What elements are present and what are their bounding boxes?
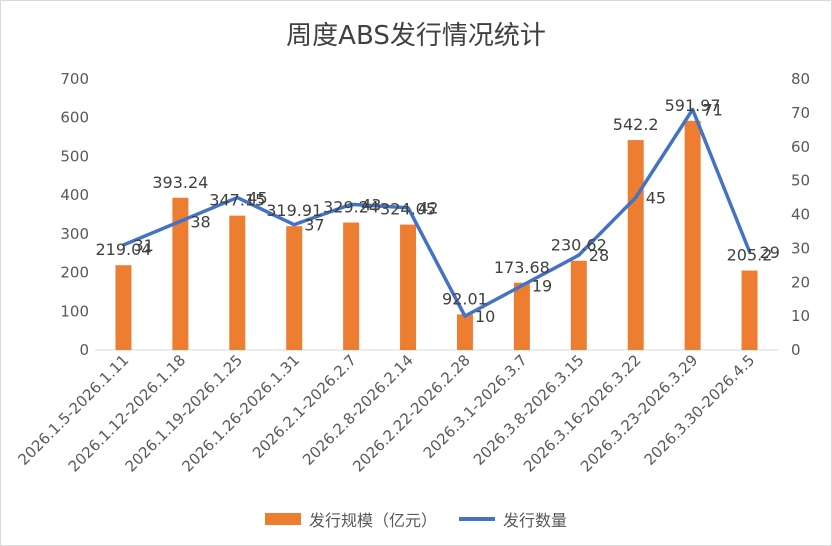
- line-point: [292, 223, 296, 227]
- line-data-label: 71: [703, 100, 723, 119]
- bar: [343, 222, 360, 350]
- y-right-tick-label: 0: [791, 341, 801, 359]
- line-data-label: 29: [760, 243, 780, 262]
- y-left-tick-label: 400: [60, 186, 89, 204]
- line-data-label: 38: [190, 212, 210, 231]
- bar-data-label: 319.91: [266, 201, 322, 220]
- y-right-tick-label: 60: [791, 138, 810, 156]
- bar: [684, 120, 701, 350]
- y-right-tick-label: 80: [791, 70, 810, 88]
- line-data-label: 45: [247, 189, 267, 208]
- y-left-tick-label: 500: [60, 147, 89, 165]
- legend-item-bar: 发行规模（亿元）: [264, 507, 437, 531]
- x-tick-label: 2026.3.30-2026.4.5: [641, 351, 759, 469]
- x-tick-label: 2026.2.1-2026.2.7: [249, 351, 360, 462]
- bar: [172, 197, 189, 350]
- line-data-label: 28: [589, 246, 609, 265]
- legend-swatch-bar: [264, 513, 301, 525]
- y-right-tick-label: 10: [791, 307, 810, 325]
- y-left-tick-label: 600: [60, 109, 89, 127]
- line-point: [121, 243, 125, 247]
- bar-data-label: 591.97: [665, 96, 721, 115]
- bar: [115, 265, 132, 350]
- bar: [400, 224, 417, 350]
- bar-data-label: 542.2: [613, 115, 659, 134]
- legend-item-line: 发行数量: [459, 507, 567, 531]
- y-left-tick-label: 100: [60, 302, 89, 320]
- line-data-label: 45: [646, 189, 666, 208]
- x-tick-label: 2026.3.1-2026.3.7: [420, 351, 531, 462]
- y-left-tick-label: 300: [60, 225, 89, 243]
- line-data-label: 31: [133, 236, 153, 255]
- line-data-label: 43: [361, 195, 381, 214]
- line-data-label: 37: [304, 216, 324, 235]
- line-point: [235, 196, 239, 200]
- bar-data-label: 219.04: [95, 240, 151, 259]
- line-data-label: 19: [532, 277, 552, 296]
- bar-data-label: 347.15: [209, 191, 265, 210]
- bar: [627, 140, 644, 350]
- line-data-label: 42: [418, 199, 438, 218]
- x-tick-label: 2026.1.5-2026.1.11: [15, 351, 133, 469]
- y-right-tick-label: 70: [791, 104, 810, 122]
- x-tick-label: 2026.3.8-2026.3.15: [470, 351, 588, 469]
- chart-legend: 发行规模（亿元） 发行数量: [1, 507, 831, 531]
- line-point: [577, 253, 581, 257]
- bar-data-label: 329.24: [323, 198, 379, 217]
- line-point: [634, 196, 638, 200]
- line-point: [178, 219, 182, 223]
- line-point: [349, 202, 353, 206]
- line-series: [122, 107, 752, 318]
- line-point: [520, 284, 524, 288]
- bar: [513, 282, 530, 350]
- bar: [570, 260, 587, 350]
- y-right-tick-label: 20: [791, 273, 810, 291]
- y-right-tick-label: 40: [791, 206, 810, 224]
- bar: [286, 226, 303, 350]
- bar-data-label: 230.62: [551, 236, 607, 255]
- line-data-label: 10: [475, 307, 495, 326]
- chart-title: 周度ABS发行情况统计: [286, 21, 546, 51]
- bar-data-label: 205.2: [727, 246, 773, 265]
- line-point: [406, 206, 410, 210]
- bar-data-label: 393.24: [152, 173, 208, 192]
- legend-label-bar: 发行规模（亿元）: [308, 511, 437, 530]
- line-point: [691, 107, 695, 111]
- bar: [741, 270, 758, 350]
- y-left-tick-label: 0: [79, 341, 89, 359]
- x-tick-label: 2026.2.8-2026.2.14: [299, 351, 417, 469]
- line-point: [463, 314, 467, 318]
- bar-data-label: 324.05: [380, 200, 436, 219]
- y-right-tick-label: 30: [791, 239, 810, 257]
- y-left-tick-label: 700: [60, 70, 89, 88]
- legend-swatch-line: [459, 517, 495, 521]
- bar: [229, 215, 246, 350]
- legend-label-line: 发行数量: [503, 511, 568, 530]
- bar-data-label: 173.68: [494, 258, 550, 277]
- y-right-tick-label: 50: [791, 172, 810, 190]
- bar: [456, 314, 473, 350]
- y-left-tick-label: 200: [60, 264, 89, 282]
- line-point: [748, 250, 752, 254]
- bar-data-label: 92.01: [442, 289, 488, 308]
